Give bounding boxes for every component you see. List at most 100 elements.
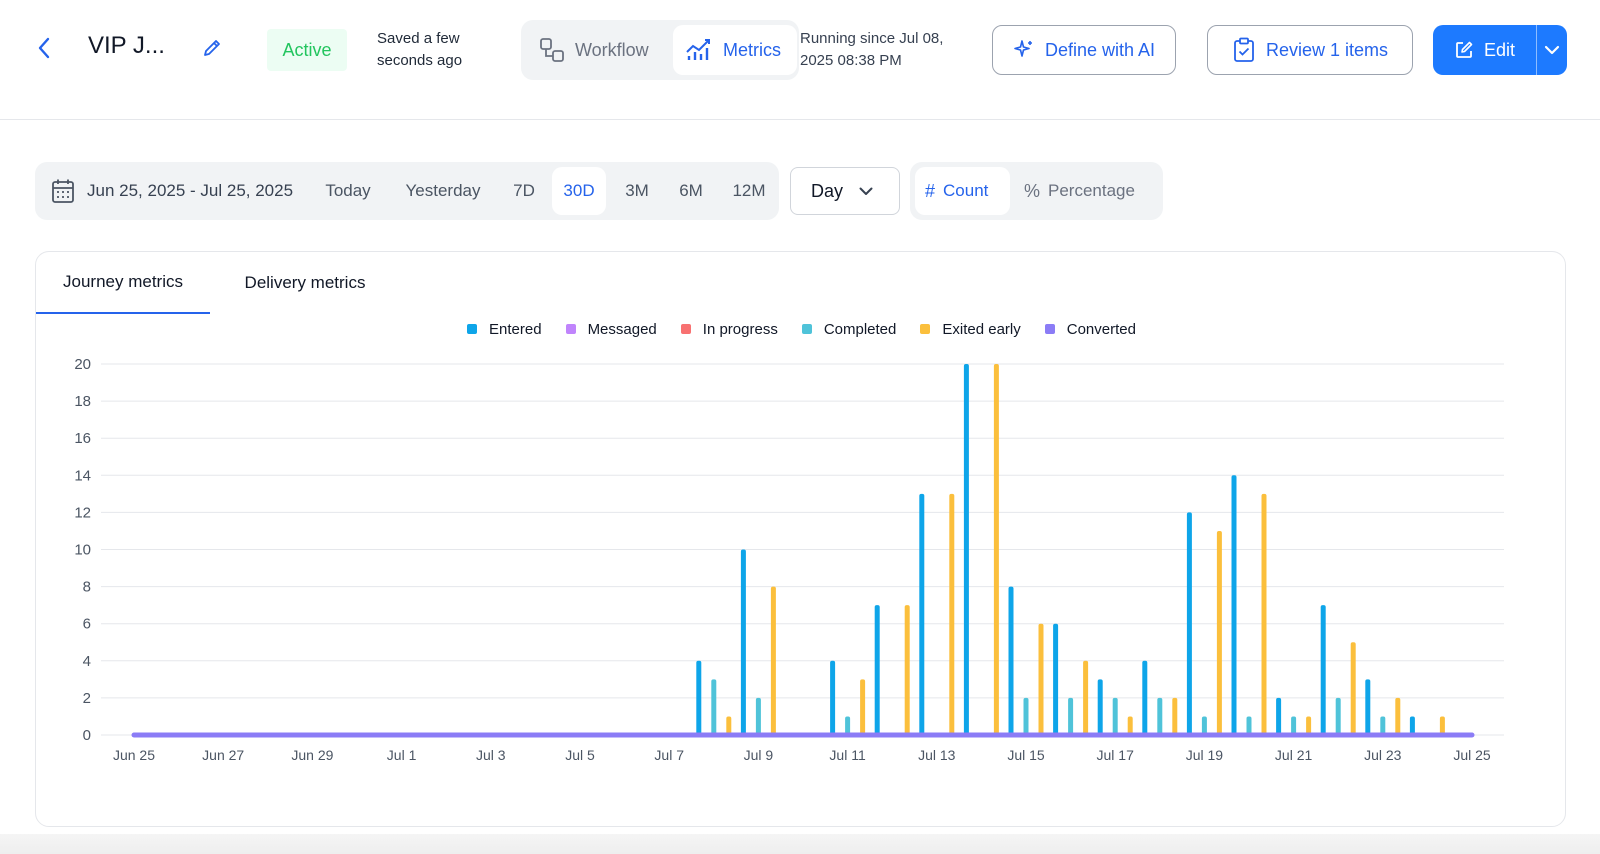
bar-entered[interactable]: [1142, 660, 1148, 735]
bar-entered[interactable]: [1053, 623, 1059, 735]
bar-completed[interactable]: [1157, 697, 1163, 735]
bar-exited-early[interactable]: [1350, 642, 1356, 735]
bar-exited-early[interactable]: [1127, 716, 1133, 735]
bar-entered[interactable]: [1276, 697, 1282, 735]
date-range-text[interactable]: Jun 25, 2025 - Jul 25, 2025: [87, 181, 294, 200]
mode-count[interactable]: # Count: [915, 167, 1010, 215]
bar-entered[interactable]: [1097, 679, 1103, 735]
bar-entered[interactable]: [963, 364, 969, 735]
legend-swatch: [565, 324, 576, 334]
period-yesterday[interactable]: Yesterday: [405, 181, 481, 200]
bar-exited-early[interactable]: [1038, 623, 1044, 735]
bar-entered[interactable]: [696, 660, 702, 735]
bar-entered[interactable]: [1409, 716, 1415, 735]
legend-item-completed[interactable]: Completed: [801, 320, 897, 338]
bar-entered[interactable]: [1365, 679, 1371, 735]
y-tick-label: 2: [83, 690, 91, 707]
legend-item-exited-early[interactable]: Exited early: [920, 321, 1021, 338]
bar-completed[interactable]: [1112, 697, 1118, 735]
period-30d[interactable]: 30D: [552, 167, 606, 215]
x-tick-label: Jul 5: [565, 747, 595, 763]
period-12m[interactable]: 12M: [732, 181, 766, 200]
x-tick-label: Jul 7: [654, 747, 684, 763]
journey-title: VIP J...: [88, 32, 165, 59]
chevron-down-icon: [1544, 45, 1560, 55]
period-today[interactable]: Today: [325, 181, 371, 200]
legend-label: Entered: [489, 320, 542, 338]
bar-completed[interactable]: [845, 716, 851, 735]
page-header: VIP J... Active Saved a few seconds ago …: [0, 0, 1600, 120]
bar-completed[interactable]: [1380, 716, 1386, 735]
date-range-bar: Jun 25, 2025 - Jul 25, 2025 Today Yester…: [35, 162, 779, 220]
back-button[interactable]: [30, 34, 58, 62]
hash-icon: #: [925, 180, 936, 201]
bar-exited-early[interactable]: [860, 679, 866, 735]
bar-exited-early[interactable]: [1083, 660, 1089, 735]
bar-exited-early[interactable]: [949, 493, 955, 735]
granularity-value: Day: [811, 180, 844, 201]
bar-completed[interactable]: [1023, 697, 1029, 735]
tab-delivery-metrics[interactable]: Delivery metrics: [244, 273, 366, 292]
bar-exited-early[interactable]: [770, 586, 776, 735]
chevron-down-icon: [859, 187, 873, 195]
bar-completed[interactable]: [1201, 716, 1207, 735]
bar-entered[interactable]: [830, 660, 836, 735]
calendar-icon[interactable]: [51, 178, 75, 204]
mode-percentage-label: Percentage: [1048, 181, 1135, 200]
x-tick-label: Jul 1: [387, 747, 417, 763]
x-tick-label: Jul 11: [829, 747, 866, 763]
bar-completed[interactable]: [1335, 697, 1341, 735]
bar-completed[interactable]: [755, 697, 761, 735]
x-tick-label: Jul 3: [476, 747, 506, 763]
bar-exited-early[interactable]: [904, 605, 910, 735]
bar-completed[interactable]: [1246, 716, 1252, 735]
bar-exited-early[interactable]: [1395, 697, 1401, 735]
tab-workflow[interactable]: Workflow: [533, 25, 671, 75]
define-with-ai-button[interactable]: Define with AI: [992, 25, 1176, 75]
bar-exited-early[interactable]: [726, 716, 732, 735]
bar-completed[interactable]: [1291, 716, 1297, 735]
bar-entered[interactable]: [874, 605, 880, 735]
bar-entered[interactable]: [1231, 475, 1237, 735]
bar-completed[interactable]: [711, 679, 717, 735]
legend-swatch: [680, 324, 691, 334]
x-tick-label: Jul 15: [1007, 747, 1045, 763]
legend-item-converted[interactable]: Converted: [1044, 321, 1136, 338]
legend-item-in-progress[interactable]: In progress: [680, 320, 778, 338]
x-tick-label: Jun 27: [202, 747, 244, 763]
legend-label: Completed: [823, 320, 897, 338]
granularity-select[interactable]: Day: [790, 167, 900, 215]
mode-percentage[interactable]: % Percentage: [1014, 167, 1158, 215]
bar-exited-early[interactable]: [1216, 530, 1222, 735]
bar-entered[interactable]: [1186, 512, 1192, 735]
legend-item-entered[interactable]: Entered: [467, 321, 542, 338]
bar-entered[interactable]: [1320, 605, 1326, 735]
metrics-card: Journey metrics Delivery metrics Entered…: [35, 251, 1566, 827]
page-bottom-edge: [0, 834, 1600, 854]
bar-exited-early[interactable]: [993, 364, 999, 735]
bar-exited-early[interactable]: [1439, 716, 1445, 735]
bar-entered[interactable]: [919, 493, 925, 735]
period-7d[interactable]: 7D: [513, 181, 535, 200]
edit-dropdown-button[interactable]: [1537, 25, 1567, 75]
bar-exited-early[interactable]: [1172, 697, 1178, 735]
bar-exited-early[interactable]: [1261, 493, 1267, 735]
period-6m[interactable]: 6M: [679, 181, 703, 200]
status-badge: Active: [267, 29, 347, 71]
bar-completed[interactable]: [1068, 697, 1074, 735]
edit-title-button[interactable]: [198, 34, 226, 62]
tab-metrics[interactable]: Metrics: [673, 25, 797, 75]
review-items-button[interactable]: Review 1 items: [1207, 25, 1413, 75]
edit-button[interactable]: Edit: [1433, 25, 1537, 75]
x-tick-label: Jul 23: [1364, 747, 1402, 763]
legend-item-messaged[interactable]: Messaged: [565, 321, 657, 338]
tab-journey-metrics[interactable]: Journey metrics: [36, 252, 210, 314]
chart-legend: Entered Messaged In progress Completed Exite…: [36, 318, 1567, 340]
bar-entered[interactable]: [740, 549, 746, 736]
period-3m[interactable]: 3M: [625, 181, 649, 200]
value-mode-switcher: # Count % Percentage: [910, 162, 1163, 220]
bar-exited-early[interactable]: [1306, 716, 1312, 735]
percent-icon: %: [1024, 180, 1041, 201]
bar-entered[interactable]: [1008, 586, 1014, 735]
legend-label: In progress: [702, 320, 778, 338]
